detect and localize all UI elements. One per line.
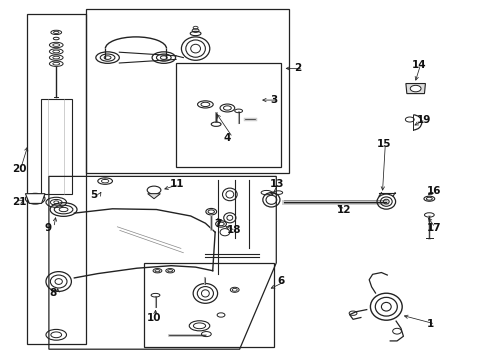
Text: 15: 15: [376, 139, 390, 149]
Text: 13: 13: [269, 179, 284, 189]
Bar: [176, 63, 281, 167]
Text: 3: 3: [269, 95, 277, 105]
Text: 2: 2: [294, 63, 301, 73]
Polygon shape: [405, 84, 425, 94]
Text: 18: 18: [226, 225, 241, 235]
Bar: [85, 9, 288, 173]
Text: 12: 12: [336, 204, 350, 215]
Text: 21: 21: [12, 197, 26, 207]
Text: 9: 9: [45, 222, 52, 233]
Text: 16: 16: [426, 186, 440, 196]
Bar: [41, 99, 72, 194]
Text: 5: 5: [90, 190, 98, 200]
Text: 20: 20: [12, 164, 26, 174]
Text: 11: 11: [170, 179, 184, 189]
Text: 19: 19: [416, 114, 430, 125]
Text: 6: 6: [277, 276, 285, 286]
Polygon shape: [25, 194, 45, 203]
Text: 14: 14: [411, 60, 426, 70]
Bar: [27, 14, 85, 344]
Ellipse shape: [409, 85, 420, 92]
Polygon shape: [147, 194, 160, 199]
Text: 10: 10: [146, 312, 161, 323]
Bar: [144, 263, 273, 347]
Text: 1: 1: [426, 319, 433, 329]
Text: 4: 4: [224, 132, 231, 143]
Text: 7: 7: [214, 219, 221, 229]
Text: 8: 8: [49, 288, 56, 298]
Text: 17: 17: [426, 222, 440, 233]
